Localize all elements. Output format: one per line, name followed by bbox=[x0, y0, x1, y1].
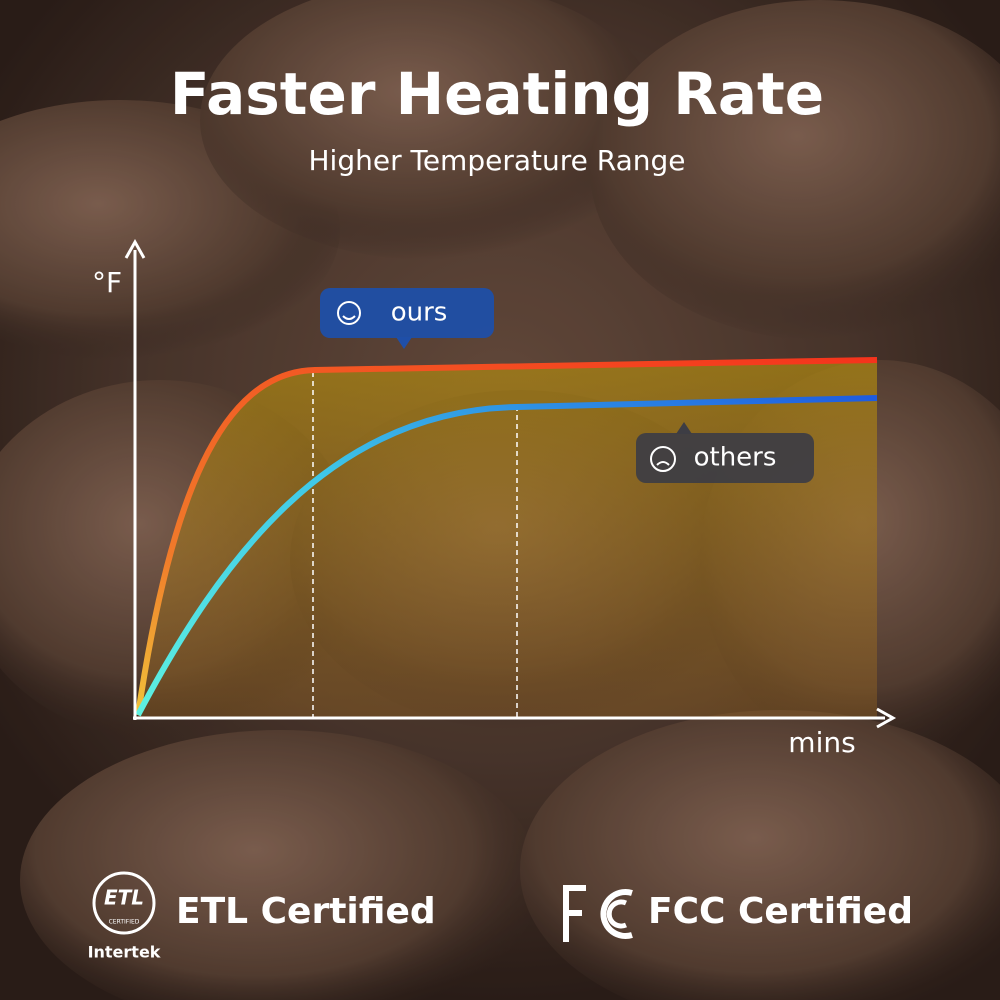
smile-icon bbox=[337, 301, 361, 325]
ours-label: ours bbox=[391, 298, 448, 328]
fcc-label: FCC Certified bbox=[648, 891, 913, 932]
etl-logo-ring bbox=[92, 871, 156, 935]
etl-label: ETL Certified bbox=[176, 891, 436, 932]
callout-box bbox=[320, 288, 494, 338]
etl-badge: ETL CERTIFIED Intertek ETL Certified bbox=[88, 871, 436, 962]
smile-icon-mouth bbox=[342, 315, 356, 320]
frown-icon bbox=[650, 446, 676, 472]
fcc-logo bbox=[600, 889, 633, 939]
title: Faster Heating Rate bbox=[170, 60, 824, 128]
subtitle: Higher Temperature Range bbox=[308, 144, 685, 177]
frown-icon-mouth bbox=[656, 461, 670, 466]
y-axis-arrow bbox=[124, 238, 146, 259]
fcc-logo bbox=[606, 899, 627, 929]
graph: °F mins ours others bbox=[92, 238, 897, 759]
etl-logo-subtext: CERTIFIED bbox=[109, 919, 140, 926]
graph-area bbox=[138, 360, 877, 718]
others-curve bbox=[135, 395, 878, 717]
fcc-badge: FCC Certified bbox=[563, 885, 913, 942]
fcc-logo bbox=[563, 885, 586, 942]
ours-curve bbox=[135, 357, 878, 716]
others-label: others bbox=[694, 443, 777, 473]
callout-pointer bbox=[676, 422, 692, 434]
etl-logo-text: ETL bbox=[104, 886, 144, 910]
callout-box bbox=[636, 433, 814, 483]
others-callout: others bbox=[636, 422, 814, 483]
x-axis-label: mins bbox=[788, 726, 855, 759]
ours-callout: ours bbox=[320, 288, 494, 349]
etl-logo-brand: Intertek bbox=[88, 943, 161, 962]
y-axis-label: °F bbox=[92, 266, 122, 299]
callout-pointer bbox=[396, 337, 412, 349]
x-axis-arrow bbox=[876, 707, 897, 729]
